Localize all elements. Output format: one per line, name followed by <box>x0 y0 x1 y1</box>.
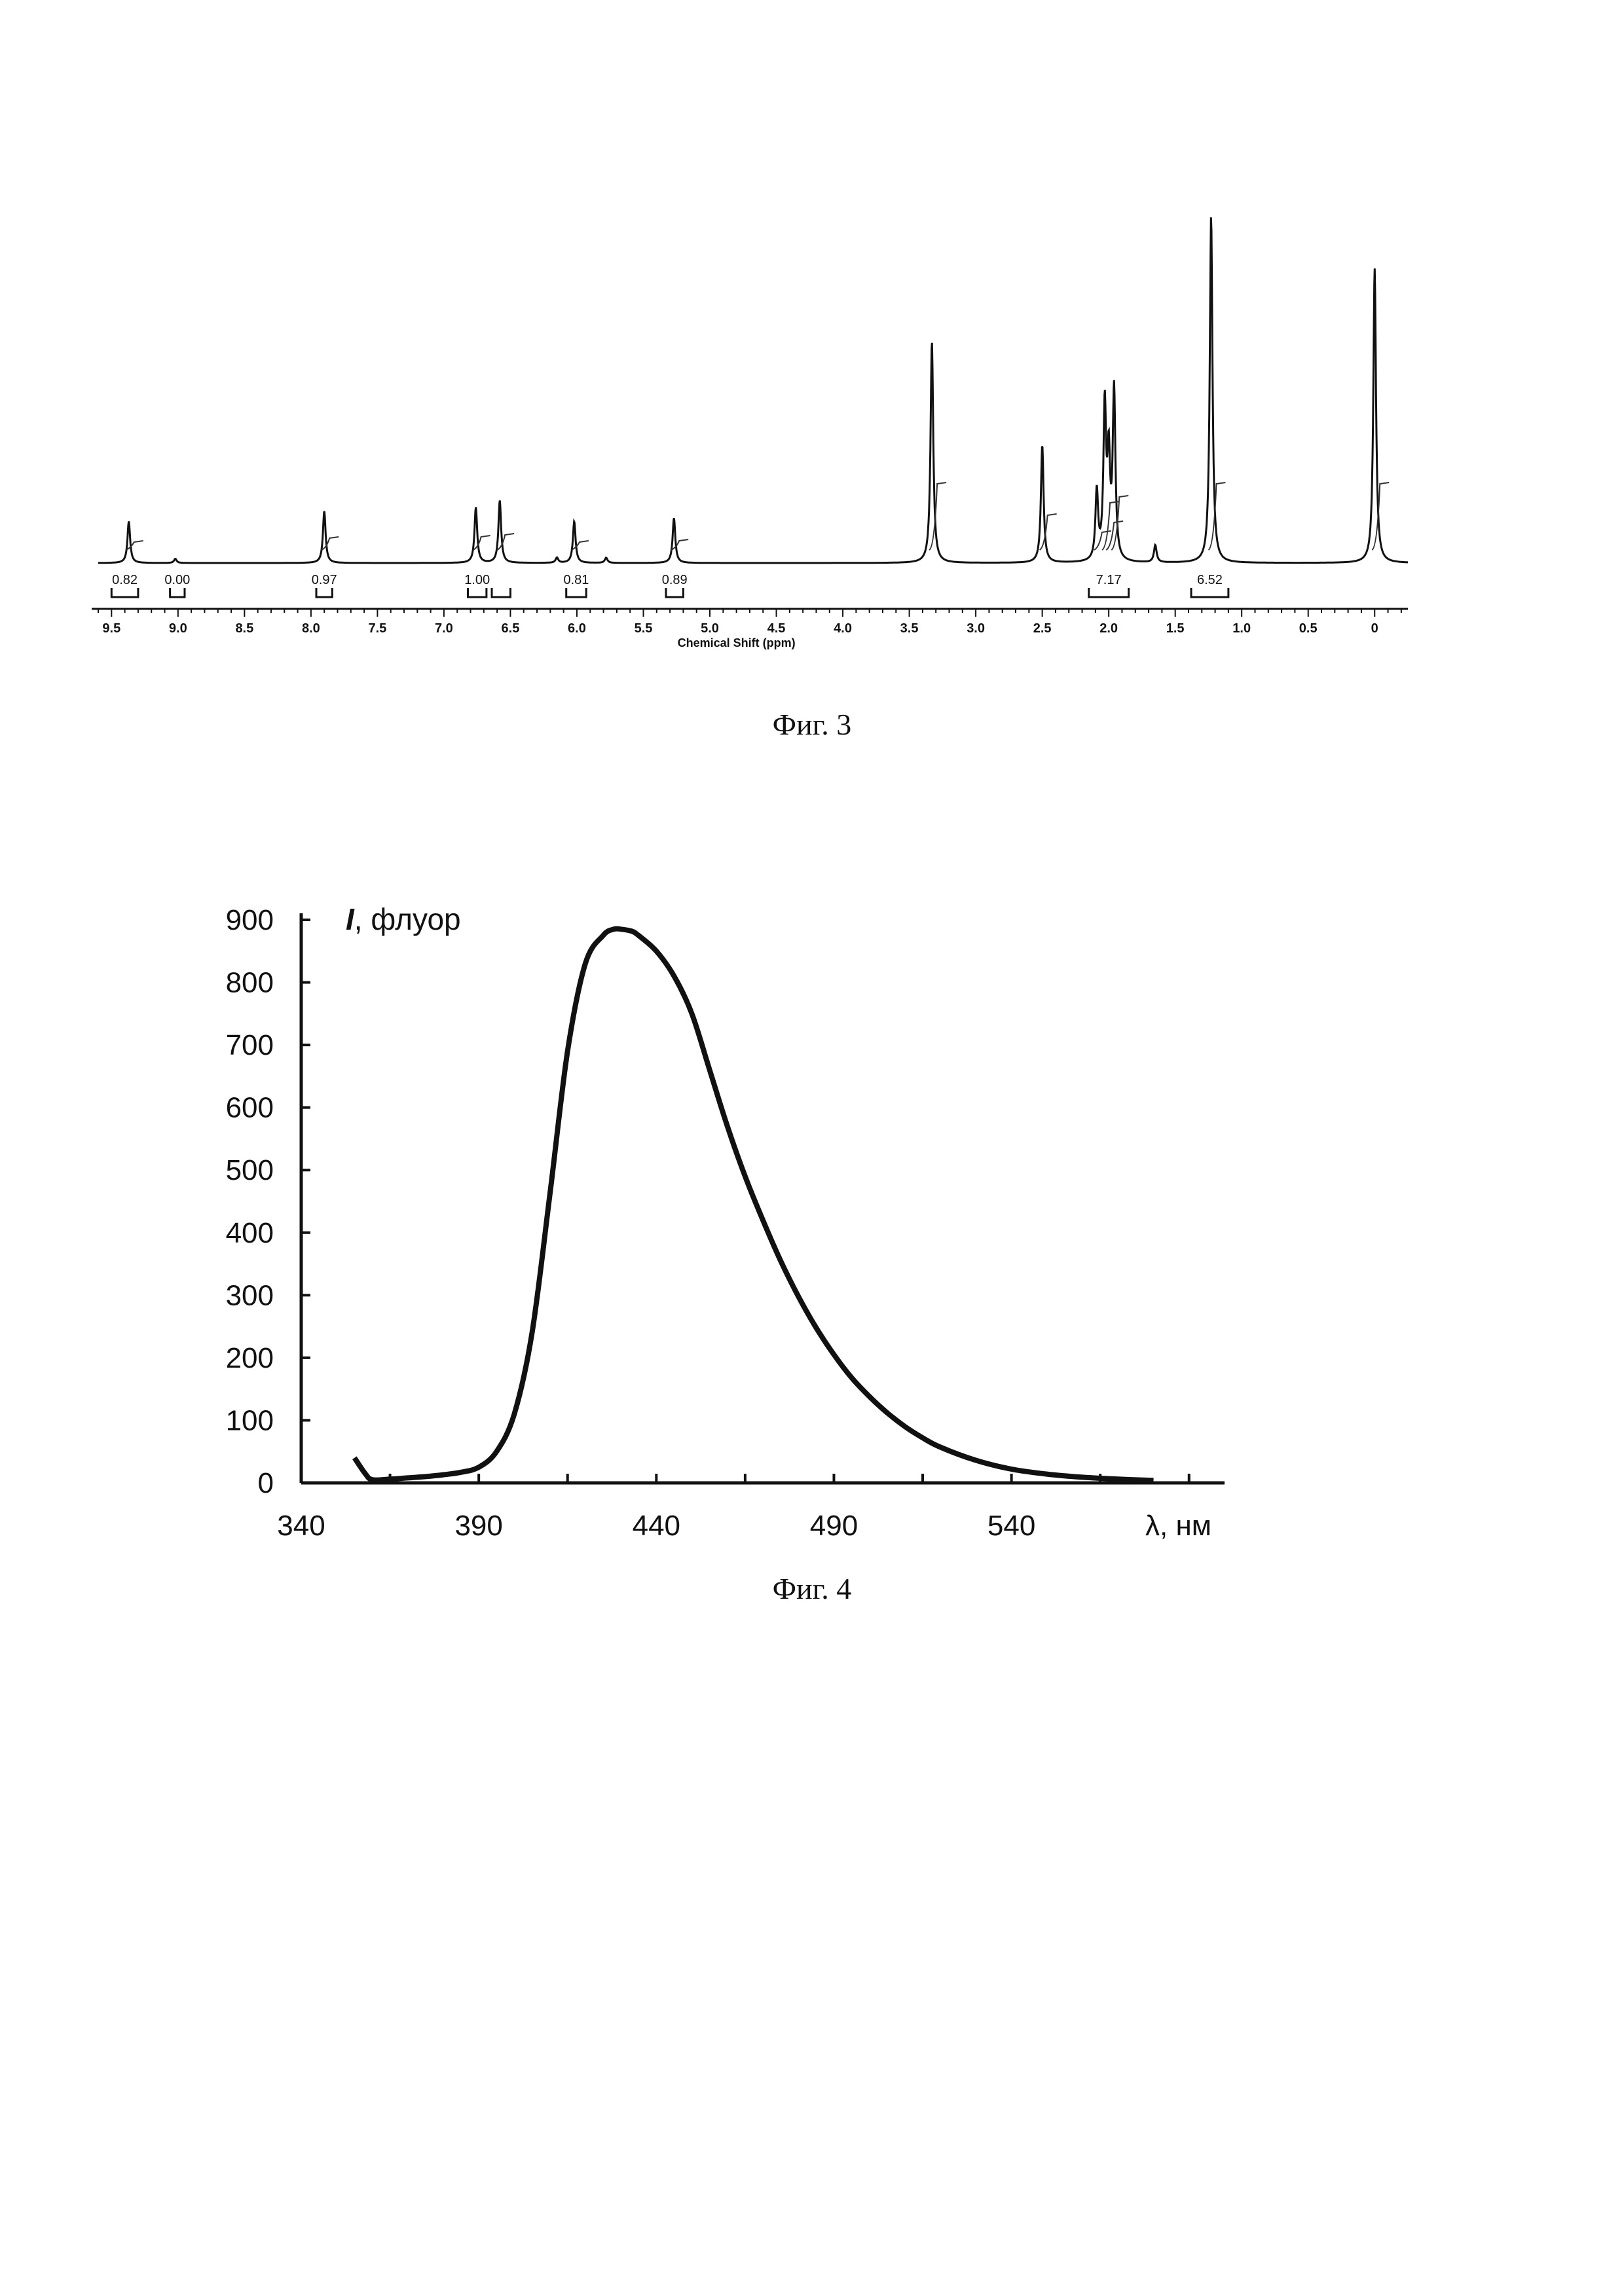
nmr-x-axis-label: Chemical Shift (ppm) <box>678 636 796 649</box>
integral-label: 0.81 <box>563 573 589 587</box>
fl-x-tick-label: 440 <box>633 1510 680 1542</box>
nmr-tick-label: 5.0 <box>701 621 719 636</box>
fluorescence-chart: 0 100 200 300 400 500 600 700 800 900 340 390 440 490… <box>0 851 1624 1637</box>
fl-y-tick-label: 400 <box>226 1217 274 1249</box>
integral-label: 0.00 <box>164 573 190 587</box>
nmr-tick-label: 9.0 <box>169 621 187 636</box>
fl-x-tick-label: 390 <box>454 1510 502 1542</box>
nmr-spectrum-chart: 0.820.000.971.000.810.897.176.529.59.08.… <box>0 0 1624 720</box>
integral-bracket <box>1191 588 1228 597</box>
fl-y-axis-label: I, флуор <box>346 902 461 936</box>
nmr-tick-label: 7.5 <box>368 621 386 636</box>
integral-curve <box>473 536 490 550</box>
fl-y-tick-label: 900 <box>226 904 274 936</box>
nmr-tick-label: 8.5 <box>235 621 253 636</box>
nmr-tick-label: 3.5 <box>900 621 919 636</box>
integral-curve <box>1040 514 1057 550</box>
nmr-tick-label: 2.0 <box>1099 621 1118 636</box>
fl-y-tick-label: 700 <box>226 1029 274 1061</box>
fl-y-tick-label: 200 <box>226 1342 274 1374</box>
integral-label: 0.97 <box>312 573 337 587</box>
fl-x-tick-label: 490 <box>810 1510 858 1542</box>
integral-bracket <box>170 588 185 597</box>
integral-curve <box>322 537 339 550</box>
nmr-tick-label: 7.0 <box>435 621 453 636</box>
integral-curve <box>671 539 688 550</box>
nmr-tick-label: 6.0 <box>568 621 586 636</box>
integral-curve <box>497 534 514 550</box>
fl-series-line <box>354 928 1153 1480</box>
figure-3-caption: Фиг. 3 <box>681 707 943 742</box>
nmr-tick-label: 5.5 <box>635 621 653 636</box>
fl-y-tick-label: 600 <box>226 1092 274 1124</box>
integral-bracket <box>566 588 586 597</box>
fl-y-tick-label: 500 <box>226 1154 274 1186</box>
nmr-tick-label: 1.5 <box>1166 621 1185 636</box>
integral-bracket <box>1089 588 1129 597</box>
integral-label: 7.17 <box>1096 573 1122 587</box>
nmr-tick-label: 6.5 <box>502 621 520 636</box>
fl-y-tick-label: 0 <box>258 1467 274 1499</box>
nmr-tick-label: 8.0 <box>302 621 320 636</box>
integral-label: 1.00 <box>464 573 490 587</box>
integral-label: 6.52 <box>1197 573 1223 587</box>
integral-label: 0.82 <box>112 573 138 587</box>
nmr-tick-label: 0.5 <box>1299 621 1318 636</box>
fl-x-tick-label: 340 <box>277 1510 325 1542</box>
integral-bracket <box>468 588 486 597</box>
nmr-tick-label: 4.0 <box>834 621 852 636</box>
nmr-tick-label: 1.0 <box>1232 621 1251 636</box>
fl-y-tick-label: 800 <box>226 967 274 999</box>
nmr-spectrum-line <box>98 217 1408 563</box>
integral-bracket <box>492 588 510 597</box>
nmr-tick-label: 3.0 <box>967 621 985 636</box>
nmr-tick-label: 0 <box>1371 621 1378 636</box>
integral-bracket <box>666 588 683 597</box>
integral-curve <box>572 541 589 550</box>
integral-bracket <box>111 588 138 597</box>
integral-bracket <box>316 588 332 597</box>
fl-y-tick-label: 100 <box>226 1404 274 1436</box>
nmr-tick-label: 4.5 <box>767 621 786 636</box>
fl-x-tick-label: 540 <box>987 1510 1035 1542</box>
nmr-tick-label: 9.5 <box>102 621 120 636</box>
integral-curve <box>929 483 946 550</box>
figure-4-caption: Фиг. 4 <box>681 1571 943 1606</box>
nmr-tick-label: 2.5 <box>1033 621 1052 636</box>
integral-curve <box>126 541 143 550</box>
fl-x-axis-label: λ, нм <box>1145 1510 1211 1542</box>
integral-label: 0.89 <box>662 573 688 587</box>
fl-y-tick-label: 300 <box>226 1279 274 1311</box>
